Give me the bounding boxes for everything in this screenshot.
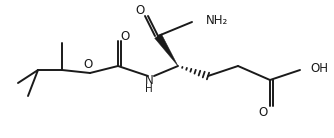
Text: N: N bbox=[145, 75, 153, 87]
Text: NH₂: NH₂ bbox=[206, 14, 228, 26]
Text: OH: OH bbox=[310, 63, 328, 75]
Polygon shape bbox=[155, 34, 178, 66]
Text: O: O bbox=[84, 58, 93, 71]
Text: O: O bbox=[135, 3, 145, 17]
Text: O: O bbox=[120, 30, 130, 43]
Text: O: O bbox=[259, 105, 268, 119]
Text: H: H bbox=[145, 84, 153, 94]
